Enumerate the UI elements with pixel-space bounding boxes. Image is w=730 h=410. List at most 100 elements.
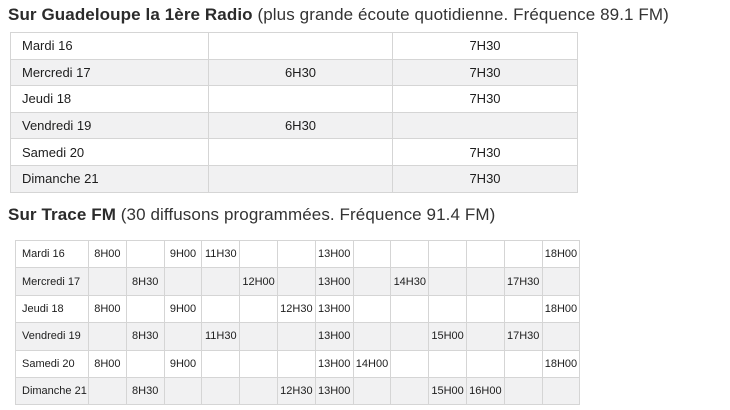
empty-cell xyxy=(390,376,430,406)
empty-cell xyxy=(125,294,165,324)
time-cell: 15H00 xyxy=(428,322,467,351)
empty-cell xyxy=(503,239,543,269)
time-cell: 12H00 xyxy=(239,267,278,296)
time-cell: 12H30 xyxy=(276,294,316,324)
time-cell: 17H30 xyxy=(503,267,543,296)
time-cell: 18H00 xyxy=(541,239,581,269)
time-cell: 17H30 xyxy=(503,322,543,351)
empty-cell xyxy=(465,267,505,296)
time-cell: 9H00 xyxy=(163,239,203,269)
time-cell: 13H00 xyxy=(314,349,354,378)
empty-cell xyxy=(390,322,430,351)
schedule-table-guadeloupe: Mardi 16 7H30 Mercredi 17 6H30 7H30 Jeudi 18 7… xyxy=(10,32,578,193)
time-cell: 7H30 xyxy=(392,164,578,193)
time-cell: 7H30 xyxy=(392,32,578,60)
table-row: Samedi 20 7H30 xyxy=(10,138,578,166)
empty-cell xyxy=(390,349,430,378)
time-cell: 7H30 xyxy=(392,138,578,166)
empty-cell xyxy=(239,376,278,406)
day-cell: Dimanche 21 xyxy=(15,376,89,406)
table-row: Samedi 20 8H00 9H00 13H00 14H00 18H00 xyxy=(15,349,581,378)
empty-cell xyxy=(88,376,127,406)
time-cell: 14H00 xyxy=(352,349,392,378)
empty-cell xyxy=(503,376,543,406)
table-row: Jeudi 18 8H00 9H00 12H30 13H00 18H00 xyxy=(15,294,581,324)
day-cell: Mardi 16 xyxy=(10,32,209,60)
time-cell: 12H30 xyxy=(276,376,316,406)
empty-cell xyxy=(390,294,430,324)
empty-cell xyxy=(276,349,316,378)
empty-cell xyxy=(276,239,316,269)
empty-cell xyxy=(201,294,241,324)
time-cell: 18H00 xyxy=(541,294,581,324)
empty-cell xyxy=(428,349,467,378)
time-cell: 13H00 xyxy=(314,267,354,296)
time-cell: 13H00 xyxy=(314,376,354,406)
section-title-guadeloupe: Sur Guadeloupe la 1ère Radio (plus grand… xyxy=(8,5,669,25)
time-cell: 8H00 xyxy=(88,349,127,378)
empty-cell xyxy=(125,349,165,378)
empty-cell xyxy=(276,322,316,351)
empty-cell xyxy=(465,239,505,269)
empty-cell xyxy=(208,164,393,193)
empty-cell xyxy=(239,349,278,378)
empty-cell xyxy=(465,294,505,324)
empty-cell xyxy=(201,376,241,406)
day-cell: Mercredi 17 xyxy=(15,267,89,296)
empty-cell xyxy=(428,294,467,324)
time-cell: 14H30 xyxy=(390,267,430,296)
time-cell: 9H00 xyxy=(163,349,203,378)
empty-cell xyxy=(239,294,278,324)
table-row: Jeudi 18 7H30 xyxy=(10,85,578,113)
time-cell: 8H00 xyxy=(88,294,127,324)
time-cell: 16H00 xyxy=(465,376,505,406)
empty-cell xyxy=(428,267,467,296)
empty-cell xyxy=(163,322,203,351)
day-cell: Dimanche 21 xyxy=(10,164,209,193)
day-cell: Samedi 20 xyxy=(10,138,209,166)
day-cell: Samedi 20 xyxy=(15,349,89,378)
empty-cell xyxy=(465,322,505,351)
time-cell: 8H30 xyxy=(125,376,165,406)
time-cell: 8H30 xyxy=(125,322,165,351)
table-row: Dimanche 21 8H30 12H30 13H00 15H00 16H00 xyxy=(15,376,581,406)
empty-cell xyxy=(208,85,393,113)
table-row: Vendredi 19 6H30 xyxy=(10,111,578,140)
station-subtitle-trace-fm: (30 diffusons programmées. Fréquence 91.… xyxy=(115,205,496,224)
empty-cell xyxy=(163,267,203,296)
time-cell: 7H30 xyxy=(392,58,578,87)
time-cell: 11H30 xyxy=(201,239,241,269)
time-cell: 9H00 xyxy=(163,294,203,324)
table-row: Mercredi 17 8H30 12H00 13H00 14H30 17H30 xyxy=(15,267,581,296)
empty-cell xyxy=(503,294,543,324)
day-cell: Jeudi 18 xyxy=(15,294,89,324)
time-cell: 8H00 xyxy=(88,239,127,269)
time-cell: 6H30 xyxy=(208,111,393,140)
empty-cell xyxy=(503,349,543,378)
station-name-trace-fm: Sur Trace FM xyxy=(8,205,116,224)
day-cell: Vendredi 19 xyxy=(15,322,89,351)
empty-cell xyxy=(352,294,392,324)
empty-cell xyxy=(201,349,241,378)
table-row: Vendredi 19 8H30 11H30 13H00 15H00 17H30 xyxy=(15,322,581,351)
time-cell: 13H00 xyxy=(314,239,354,269)
empty-cell xyxy=(239,239,278,269)
time-cell: 18H00 xyxy=(541,349,581,378)
time-cell: 13H00 xyxy=(314,322,354,351)
empty-cell xyxy=(201,267,241,296)
empty-cell xyxy=(163,376,203,406)
table-row: Dimanche 21 7H30 xyxy=(10,164,578,193)
station-name-guadeloupe: Sur Guadeloupe la 1ère Radio xyxy=(8,5,253,24)
time-cell: 8H30 xyxy=(125,267,165,296)
empty-cell xyxy=(352,239,392,269)
empty-cell xyxy=(276,267,316,296)
empty-cell xyxy=(465,349,505,378)
empty-cell xyxy=(125,239,165,269)
empty-cell xyxy=(541,376,581,406)
table-row: Mardi 16 8H00 9H00 11H30 13H00 18H00 xyxy=(15,239,581,269)
schedule-table-trace-fm: Mardi 16 8H00 9H00 11H30 13H00 18H00 Mercredi … xyxy=(15,239,581,406)
section-title-trace-fm: Sur Trace FM (30 diffusons programmées. … xyxy=(8,205,495,225)
day-cell: Mardi 16 xyxy=(15,239,89,269)
empty-cell xyxy=(352,376,392,406)
